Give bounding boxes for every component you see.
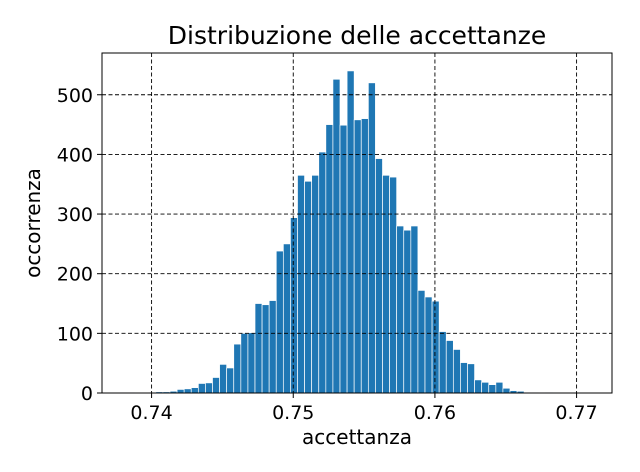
histogram-bar	[460, 362, 468, 394]
histogram-bar	[474, 379, 483, 394]
x-axis-label: accettanza	[302, 425, 412, 449]
histogram-bar	[212, 377, 220, 394]
chart-title: Distribuzione delle accettanze	[168, 21, 546, 50]
histogram-bar	[205, 382, 213, 394]
y-tick-label: 400	[57, 144, 93, 166]
y-axis-ticks: 0 100 200 300 400 500	[57, 85, 102, 405]
histogram-bar	[488, 384, 497, 394]
histogram-bar	[197, 383, 206, 394]
histogram-bar	[268, 300, 277, 394]
x-axis-ticks: 0.74 0.75 0.76 0.77	[130, 393, 598, 424]
histogram-bar	[346, 70, 355, 394]
histogram-bar	[375, 158, 383, 394]
histogram-bar	[502, 387, 511, 394]
histogram-bars	[120, 70, 553, 394]
x-tick-label: 0.75	[272, 402, 314, 424]
histogram-bar	[282, 243, 291, 394]
histogram-bar	[410, 225, 419, 394]
histogram-bar	[240, 333, 249, 394]
grid-lines	[102, 53, 612, 393]
histogram-bar	[360, 118, 369, 394]
histogram-bar	[304, 180, 313, 394]
histogram-bar	[382, 174, 390, 394]
histogram-bar	[233, 343, 242, 394]
histogram-bar	[495, 381, 504, 394]
histogram-bar	[438, 331, 447, 394]
histogram-bar	[247, 332, 256, 394]
histogram-bar	[353, 119, 362, 394]
histogram-bar	[226, 367, 235, 394]
histogram-bar	[452, 349, 461, 394]
histogram-bar	[339, 124, 348, 394]
histogram-bar	[219, 364, 228, 394]
y-tick-label: 500	[57, 85, 93, 107]
histogram-bar	[417, 290, 426, 394]
x-tick-label: 0.77	[555, 402, 597, 424]
histogram-bar	[261, 304, 270, 394]
histogram-bar	[183, 388, 192, 394]
histogram-bar	[254, 303, 263, 394]
histogram-bar	[424, 296, 433, 394]
histogram-bar	[367, 82, 376, 394]
histogram-bar	[176, 389, 185, 394]
histogram-bar	[396, 225, 405, 394]
y-tick-label: 0	[81, 383, 93, 405]
histogram-bar	[445, 340, 454, 394]
y-tick-label: 100	[57, 323, 93, 345]
plot-frame	[101, 52, 613, 394]
y-tick-label: 200	[57, 264, 93, 286]
y-axis-label: occorrenza	[21, 168, 45, 278]
y-tick-label: 300	[57, 204, 93, 226]
x-tick-label: 0.76	[414, 402, 456, 424]
histogram-bar	[325, 124, 334, 394]
histogram-bar	[311, 174, 320, 394]
histogram-bar	[431, 300, 440, 394]
x-tick-label: 0.74	[130, 402, 172, 424]
histogram-bar	[297, 174, 305, 394]
histogram-bar	[467, 363, 475, 394]
histogram-bar	[318, 151, 327, 394]
histogram-bar	[275, 250, 284, 394]
histogram-bar	[332, 78, 341, 394]
histogram-bar	[389, 176, 398, 394]
histogram-bar	[403, 229, 412, 394]
histogram-bar	[290, 217, 298, 394]
histogram-bar	[481, 381, 490, 394]
histogram-bar	[190, 387, 199, 394]
